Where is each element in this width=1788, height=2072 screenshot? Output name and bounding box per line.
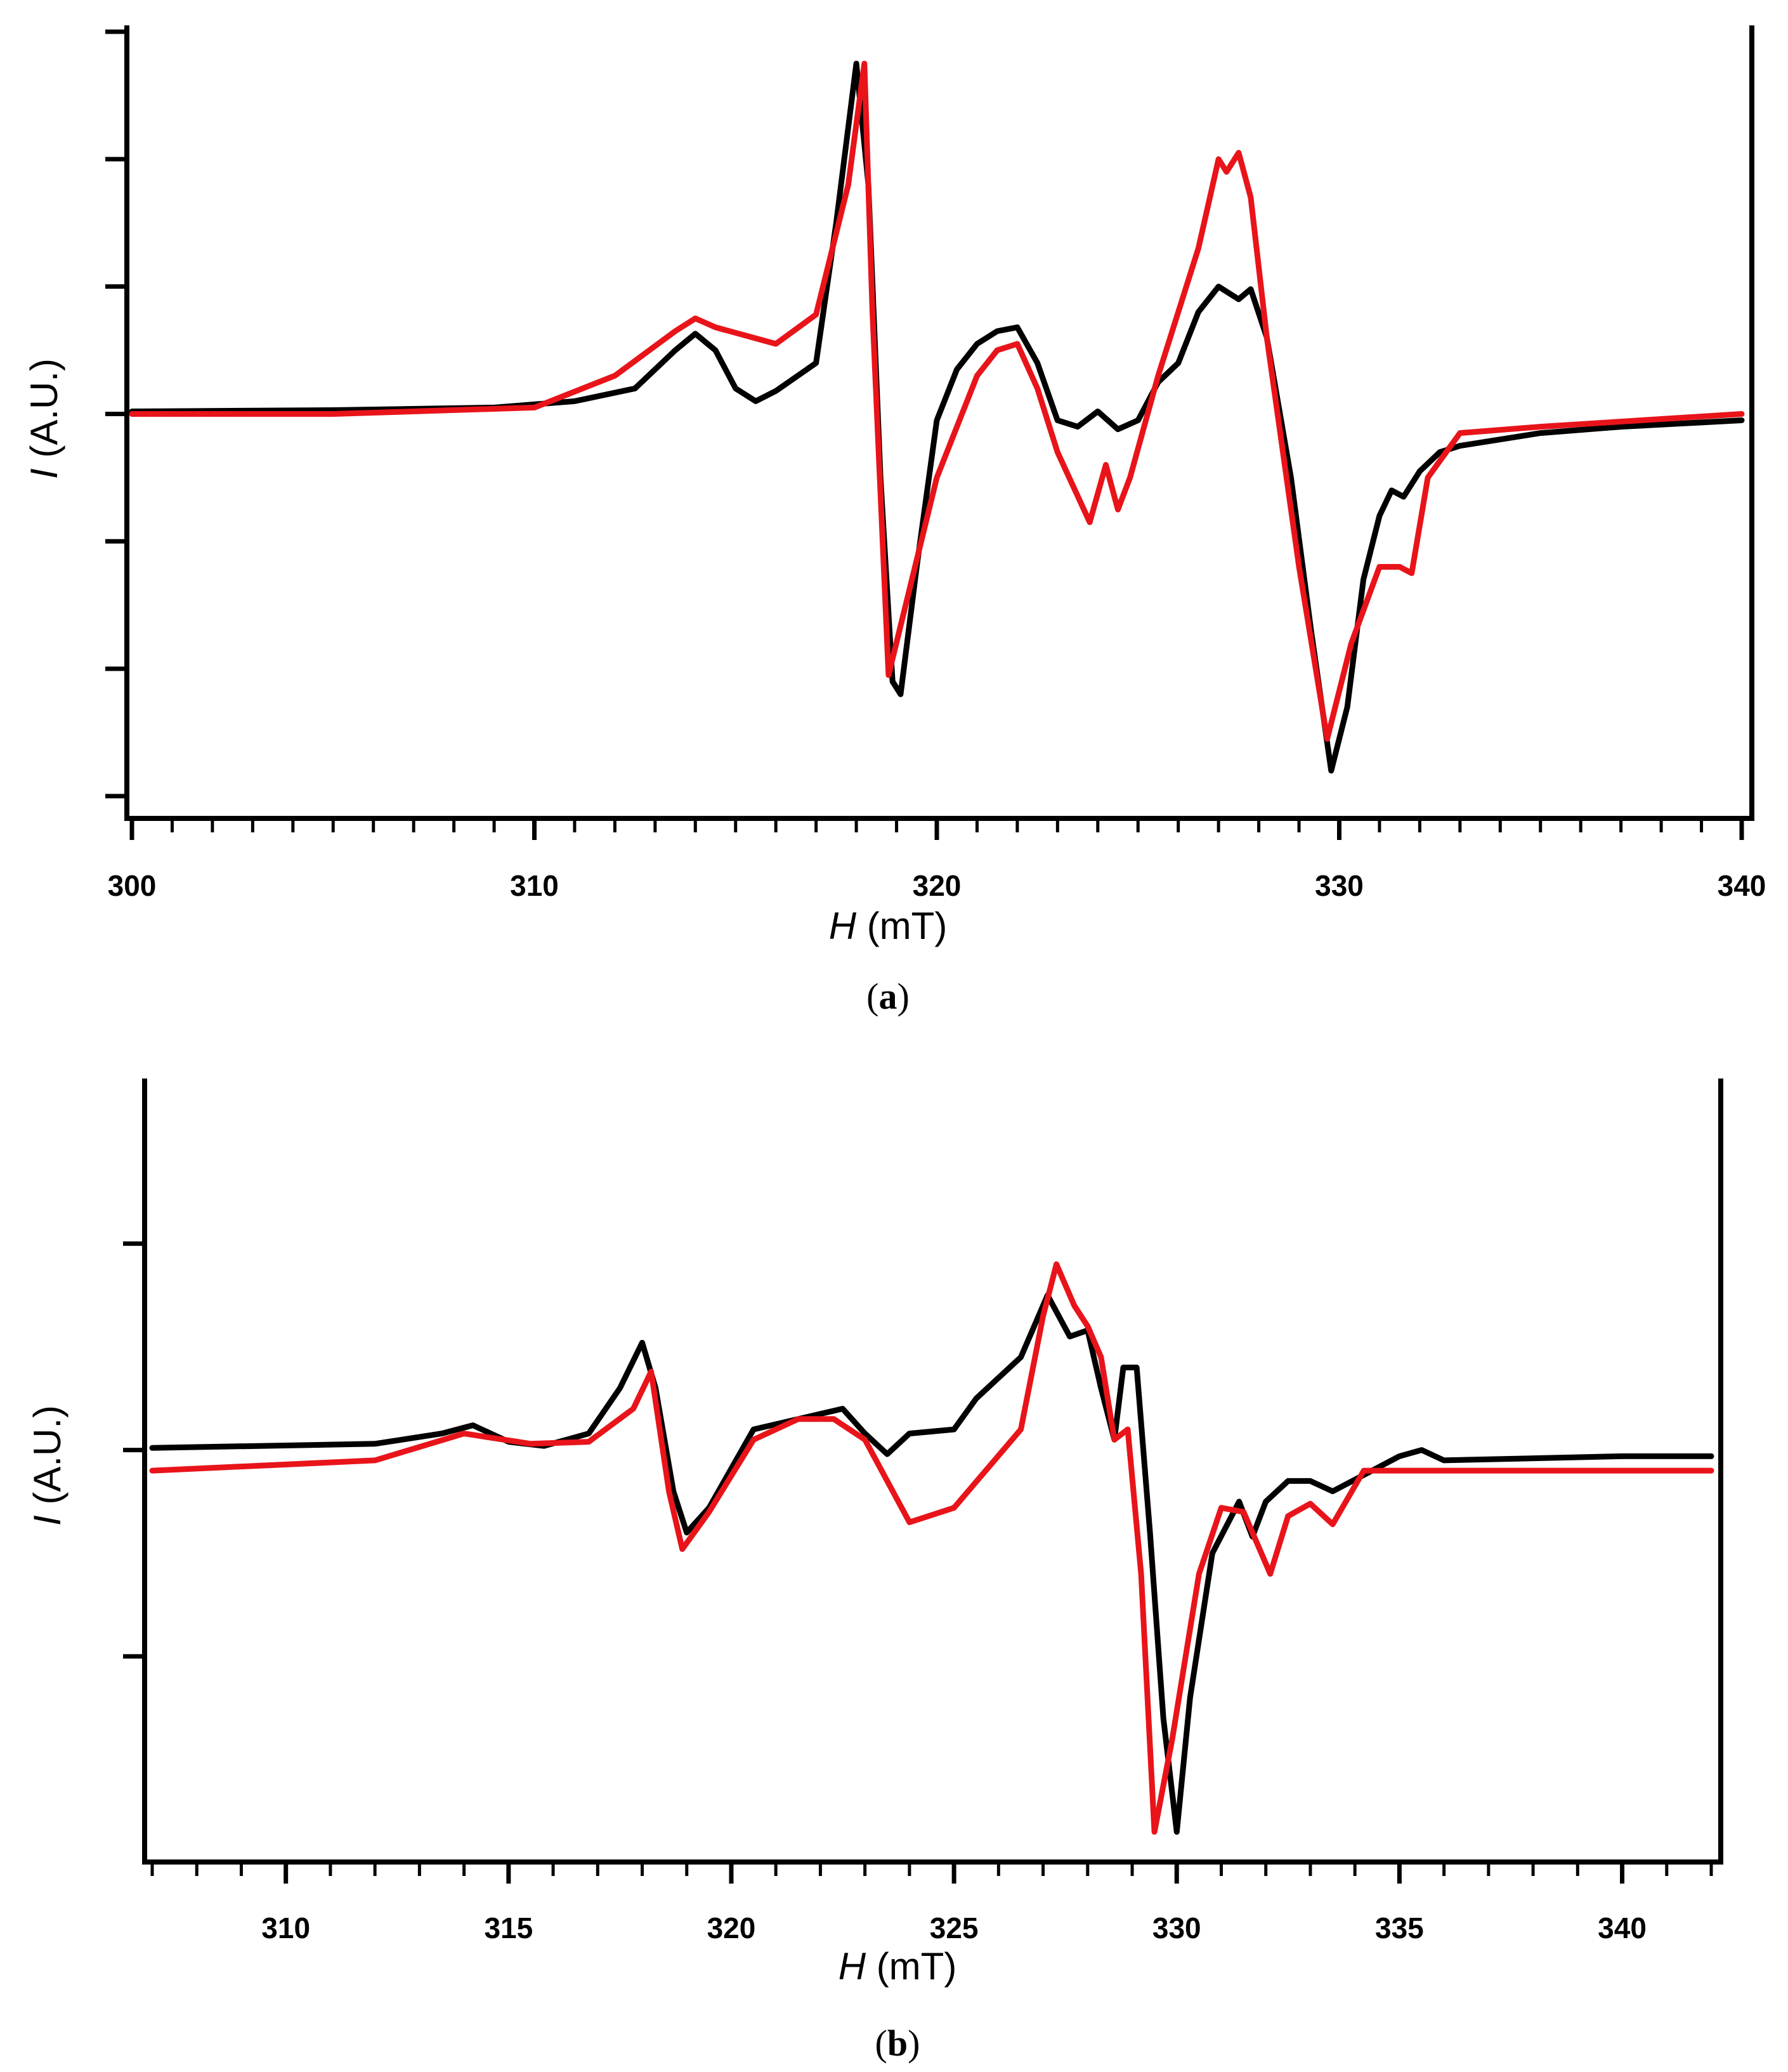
y-axis-title-a: I (A.U.) <box>23 358 65 479</box>
x-tick-label: 320 <box>707 1911 756 1944</box>
chart-panel-a: 300 310 320 330 340 H (mT) I (A.U.) (a) <box>23 25 1766 1017</box>
y-axis-title-b: I (A.U.) <box>26 1405 69 1526</box>
x-axis-title-b: H (mT) <box>839 1945 957 1988</box>
x-tick-label: 310 <box>261 1911 310 1944</box>
chart-panel-b: 310 315 320 325 330 335 340 H (mT) I (A.U.) (b… <box>26 1079 1723 2064</box>
x-tick-label: 340 <box>1598 1911 1647 1944</box>
x-ticks-a <box>129 818 1744 840</box>
x-axis-title-a: H (mT) <box>829 905 948 947</box>
experimental-series-line-a <box>129 60 1745 774</box>
x-ticks-b <box>150 1862 1713 1884</box>
x-tick-labels-b: 310 315 320 325 330 335 340 <box>261 1911 1647 1944</box>
x-tick-label: 330 <box>1152 1911 1201 1944</box>
x-tick-label: 310 <box>510 869 559 902</box>
experimental-series-line-b <box>149 1292 1714 1835</box>
x-tick-label: 330 <box>1315 869 1364 902</box>
x-tick-label: 315 <box>484 1911 533 1944</box>
x-tick-label: 320 <box>913 869 962 902</box>
panel-caption-b: (b) <box>875 2023 920 2064</box>
plot-frame-a <box>124 25 1754 821</box>
simulated-series-line-a <box>129 60 1745 742</box>
simulated-series-line-b <box>149 1261 1714 1835</box>
y-ticks-b <box>123 1241 145 1659</box>
x-tick-labels-a: 300 310 320 330 340 <box>108 869 1766 902</box>
panel-caption-a: (a) <box>866 976 910 1017</box>
x-tick-label: 335 <box>1375 1911 1424 1944</box>
plot-frame-b <box>142 1079 1723 1865</box>
x-tick-label: 325 <box>930 1911 979 1944</box>
y-ticks-a <box>105 29 127 799</box>
x-tick-label: 300 <box>108 869 157 902</box>
x-tick-label: 340 <box>1718 869 1766 902</box>
